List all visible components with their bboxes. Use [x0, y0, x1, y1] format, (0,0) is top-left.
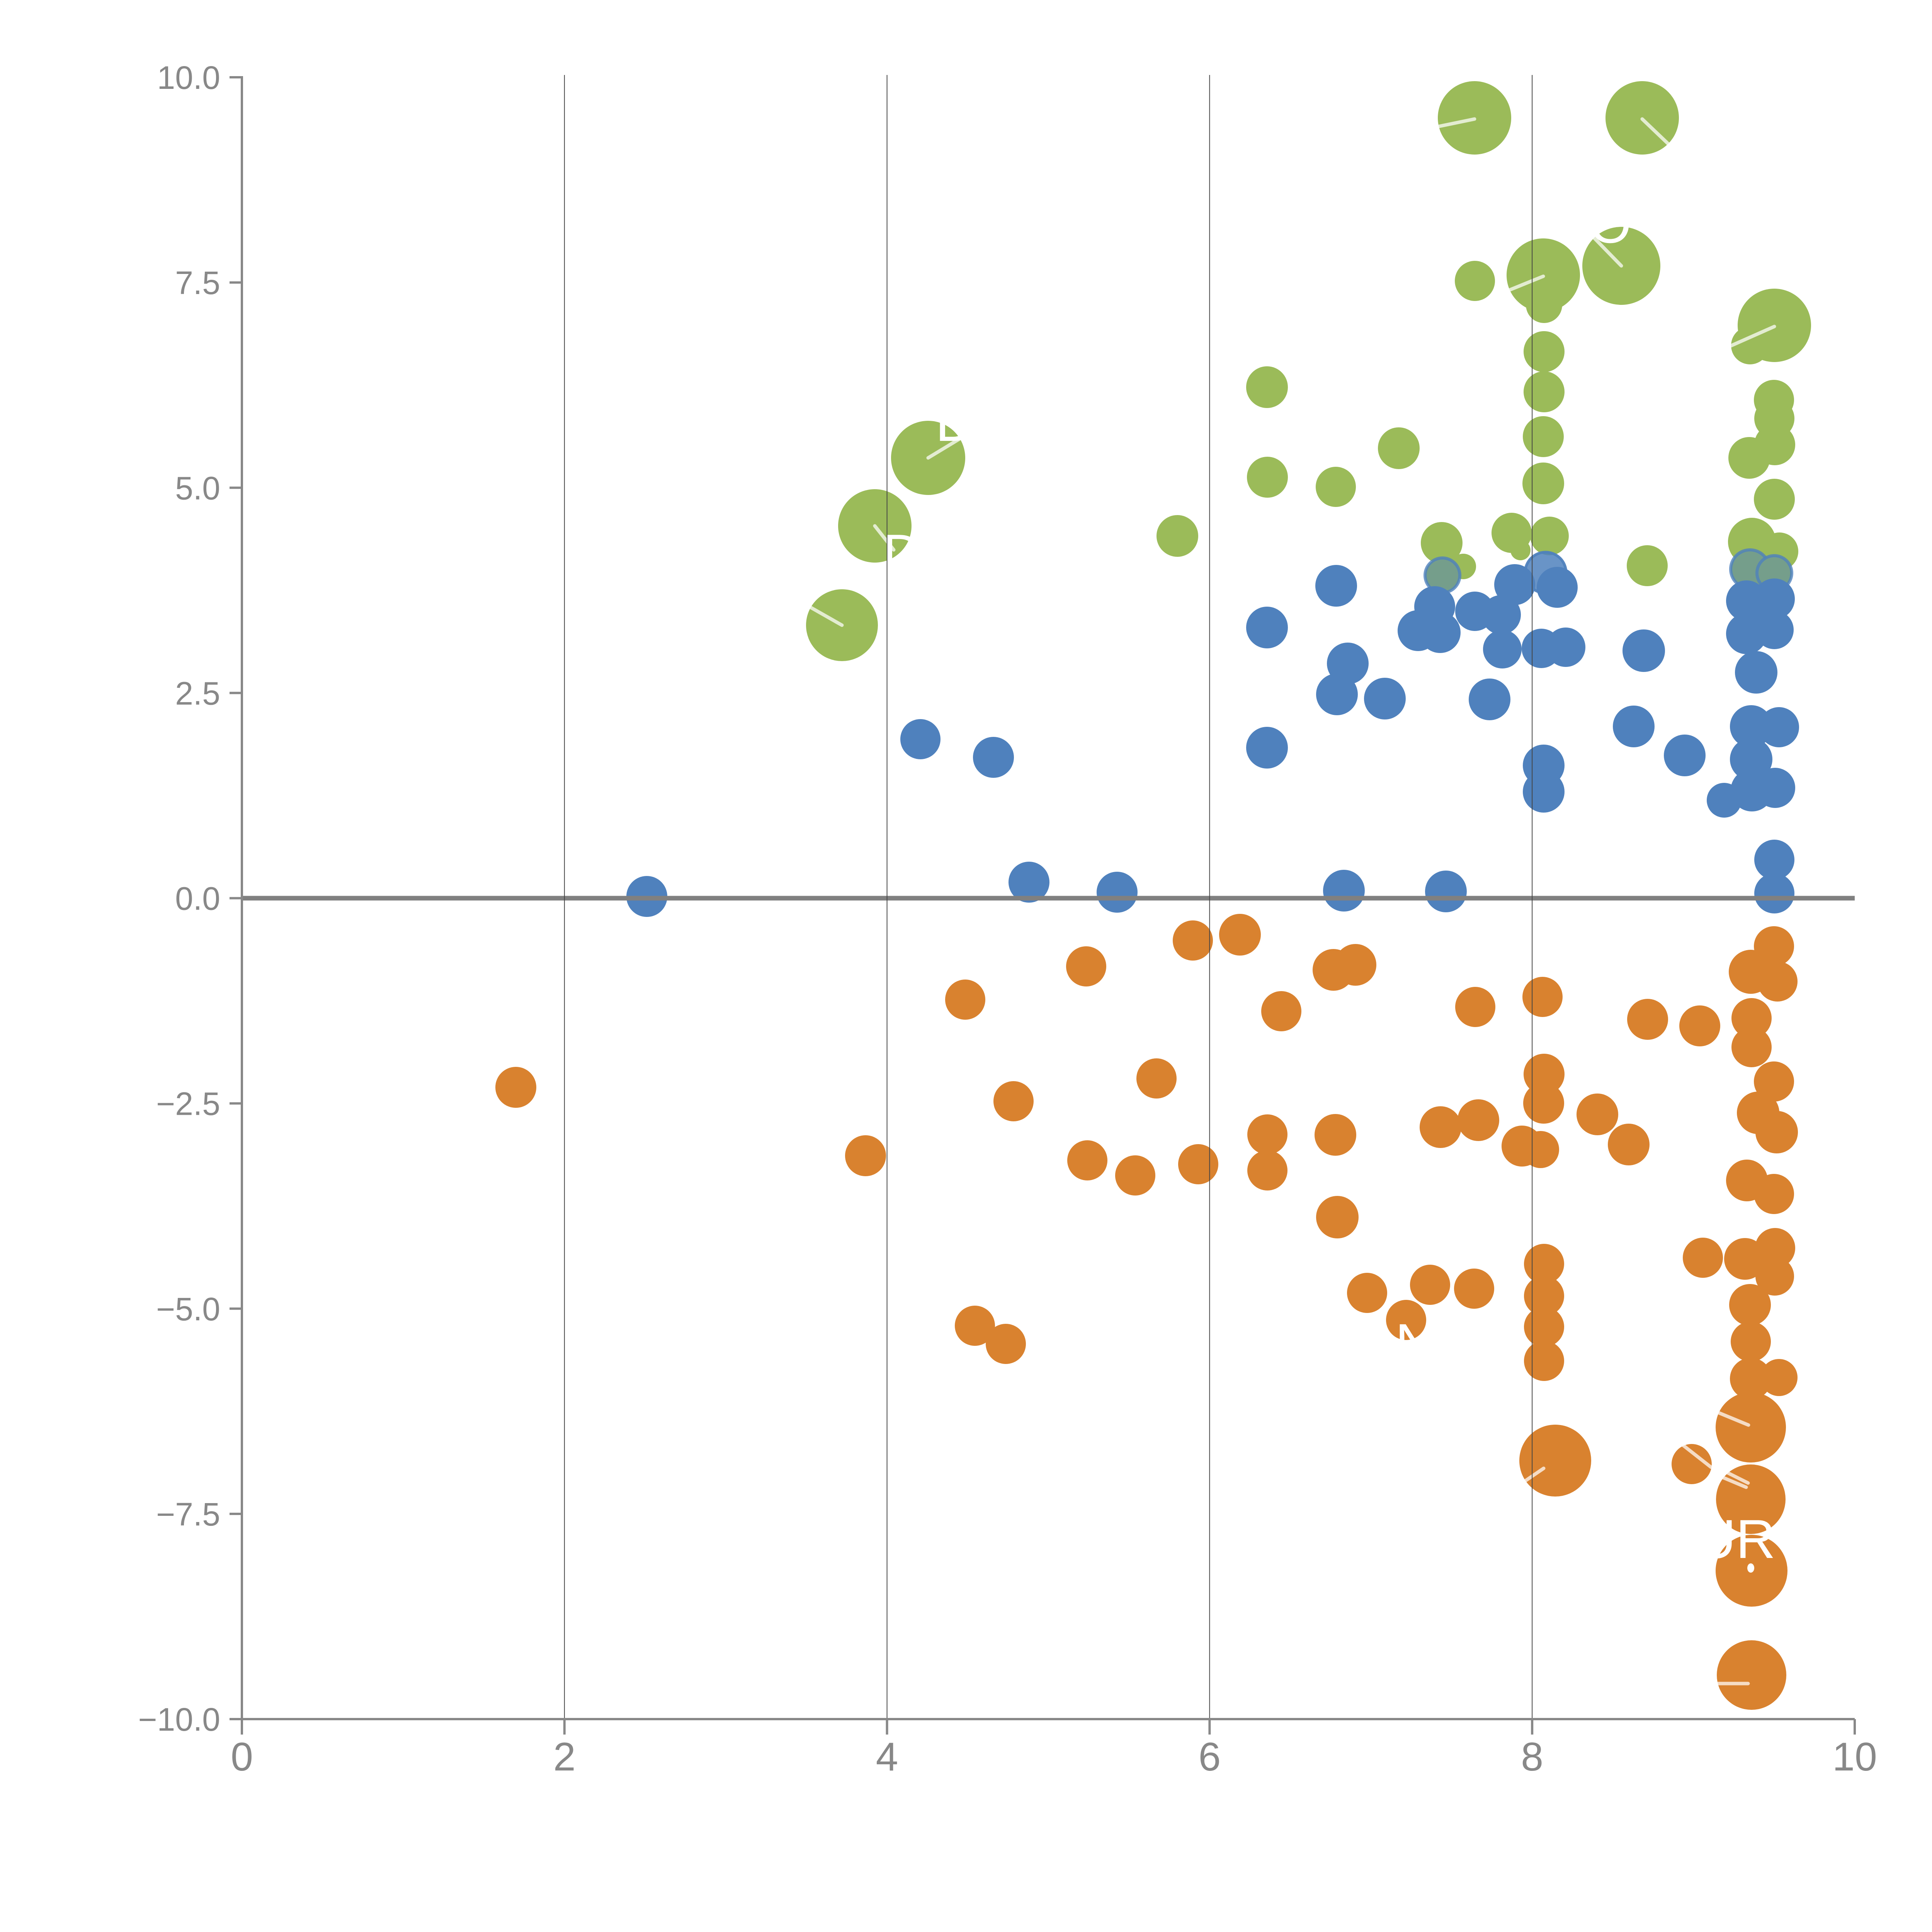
svg-text:−10.0: −10.0 [138, 1701, 220, 1738]
svg-text:10.0: 10.0 [157, 60, 221, 96]
svg-text:10: 10 [1832, 1735, 1877, 1779]
svg-text:−2.5: −2.5 [156, 1086, 220, 1122]
svg-text:D: D [883, 523, 922, 585]
svg-text:4: 4 [876, 1735, 898, 1779]
svg-text:N: N [1395, 1313, 1435, 1374]
svg-text:7.5: 7.5 [175, 265, 220, 301]
svg-text:2: 2 [553, 1735, 576, 1779]
svg-text:O: O [1589, 193, 1631, 255]
svg-text:5.0: 5.0 [175, 470, 220, 506]
svg-text:D: D [935, 391, 975, 453]
svg-text:0: 0 [231, 1735, 253, 1779]
svg-text:−5.0: −5.0 [156, 1291, 220, 1327]
svg-text:0.0: 0.0 [175, 881, 220, 917]
svg-text:8: 8 [1521, 1735, 1543, 1779]
svg-text:2.5: 2.5 [175, 675, 220, 711]
svg-text:6: 6 [1198, 1735, 1221, 1779]
svg-text:−7.5: −7.5 [156, 1496, 220, 1532]
svg-text:UR: UR [1696, 1509, 1776, 1570]
